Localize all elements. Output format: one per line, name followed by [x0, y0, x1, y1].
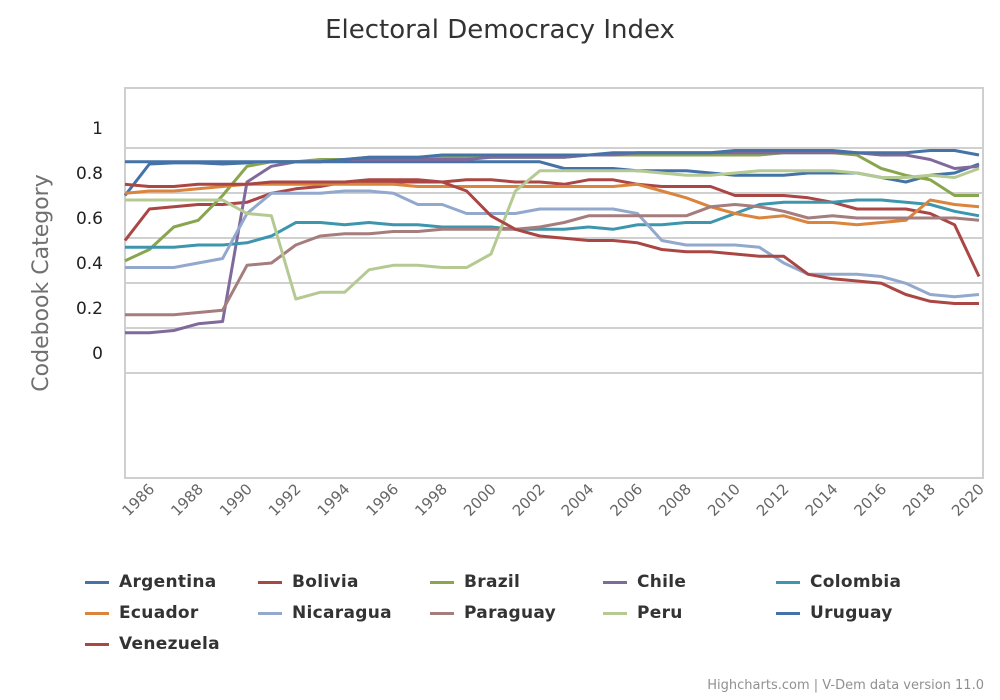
legend-label: Chile: [637, 572, 687, 592]
legend-label: Nicaragua: [292, 603, 392, 623]
legend-item-ecuador[interactable]: Ecuador: [85, 603, 199, 623]
x-tick-label: 2012: [753, 480, 793, 520]
legend-label: Ecuador: [119, 603, 199, 623]
legend-label: Peru: [637, 603, 683, 623]
legend-line-icon: [776, 611, 800, 615]
legend-line-icon: [776, 580, 800, 584]
legend-item-nicaragua[interactable]: Nicaragua: [258, 603, 392, 623]
x-tick-label: 2016: [850, 480, 890, 520]
x-tick-label: 1994: [314, 480, 354, 520]
y-tick-label: 0.8: [76, 164, 103, 184]
chart-title: Electoral Democracy Index: [325, 15, 675, 45]
y-tick-label: 0.2: [76, 299, 103, 319]
x-tick-label: 2000: [460, 480, 500, 520]
legend-item-uruguay[interactable]: Uruguay: [776, 603, 893, 623]
x-tick-label: 1988: [167, 480, 207, 520]
series-line-ecuador[interactable]: [124, 182, 980, 227]
legend-label: Brazil: [464, 572, 521, 592]
x-tick-label: 2006: [606, 480, 646, 520]
x-tick-label: 1996: [362, 480, 402, 520]
x-tick-label: 2010: [704, 480, 744, 520]
legend-item-paraguay[interactable]: Paraguay: [430, 603, 556, 623]
x-tick-label: 2008: [655, 480, 695, 520]
legend-item-argentina[interactable]: Argentina: [85, 572, 217, 592]
legend-label: Argentina: [119, 572, 217, 592]
series-line-venezuela[interactable]: [124, 178, 979, 305]
y-tick-label: 0.6: [76, 209, 103, 229]
credit-link[interactable]: Highcharts.com | V-Dem data version 11.0: [707, 678, 984, 693]
series-line-chile[interactable]: [125, 151, 980, 335]
legend-label: Uruguay: [810, 603, 893, 623]
legend-item-venezuela[interactable]: Venezuela: [85, 634, 220, 654]
series-line-paraguay[interactable]: [125, 203, 980, 317]
x-tick-label: 1986: [118, 480, 158, 520]
legend-label: Venezuela: [119, 634, 220, 654]
legend-label: Bolivia: [292, 572, 359, 592]
legend-line-icon: [603, 580, 627, 584]
legend-item-chile[interactable]: Chile: [603, 572, 686, 592]
legend-line-icon: [430, 580, 454, 584]
x-tick-label: 2018: [899, 480, 939, 520]
legend-item-peru[interactable]: Peru: [603, 603, 683, 623]
series-line-nicaragua[interactable]: [125, 189, 980, 299]
legend-label: Paraguay: [464, 603, 557, 623]
x-tick-label: 2004: [558, 480, 598, 520]
legend-item-bolivia[interactable]: Bolivia: [258, 572, 359, 592]
y-tick-label: 0: [92, 344, 103, 364]
x-tick-label: 1998: [411, 480, 451, 520]
legend-line-icon: [85, 580, 109, 584]
x-tick-label: 1990: [216, 480, 256, 520]
legend-item-colombia[interactable]: Colombia: [776, 572, 901, 592]
series-line-peru[interactable]: [125, 167, 980, 301]
x-tick-label: 2020: [948, 480, 988, 520]
series-line-colombia[interactable]: [125, 198, 980, 249]
legend-line-icon: [603, 611, 627, 615]
y-tick-label: 1: [92, 119, 103, 139]
legend-line-icon: [258, 611, 282, 615]
x-tick-label: 2014: [802, 480, 842, 520]
legend-line-icon: [85, 642, 109, 646]
legend-label: Colombia: [810, 572, 902, 592]
legend-item-brazil[interactable]: Brazil: [430, 572, 520, 592]
legend-line-icon: [430, 611, 454, 615]
x-tick-label: 1992: [265, 480, 305, 520]
y-tick-label: 0.4: [76, 254, 103, 274]
x-tick-label: 2002: [509, 480, 549, 520]
y-axis-title: Codebook Category: [29, 174, 54, 391]
legend-line-icon: [85, 611, 109, 615]
legend-line-icon: [258, 580, 282, 584]
series-line-uruguay[interactable]: [125, 149, 980, 164]
